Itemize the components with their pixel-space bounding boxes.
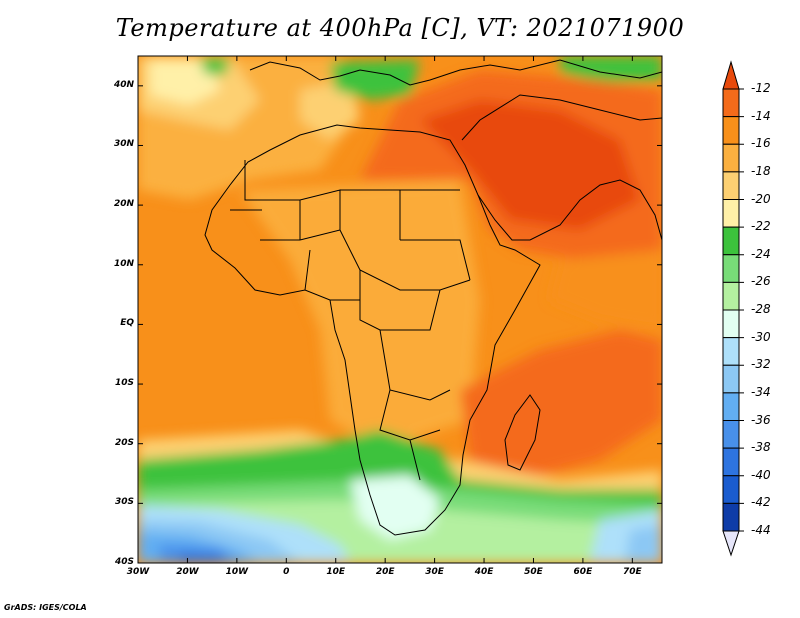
colorbar-label: -16 (751, 136, 771, 151)
africa-coastline (204, 124, 541, 536)
colorbar-label: -36 (751, 412, 771, 427)
colorbar-label: -44 (751, 523, 771, 537)
colorbar-label: -32 (751, 357, 771, 372)
colorbar-label: -18 (751, 163, 771, 178)
colorbar-bin (722, 116, 740, 145)
coastlines (204, 59, 662, 536)
colorbar-label: -40 (751, 467, 771, 482)
colorbar-label: -24 (751, 246, 771, 261)
lat-tick-label: 20N (113, 199, 134, 210)
lon-tick-label: 50E (524, 567, 543, 577)
colorbar-label: -30 (751, 329, 771, 344)
colorbar (722, 60, 744, 557)
lat-tick-label: 30N (113, 139, 134, 150)
lat-tick-label: 10N (113, 258, 134, 269)
colorbar-bin (722, 420, 740, 449)
arabia-coastline (461, 94, 662, 241)
colorbar-bin (722, 337, 740, 366)
lon-tick-label: 10E (326, 567, 346, 577)
plot-frame (137, 55, 663, 564)
colorbar-bin (722, 254, 740, 283)
europe-coastline (249, 59, 662, 86)
lon-tick-label: 0 (283, 567, 290, 577)
colorbar-label: -14 (751, 108, 771, 123)
colorbar-bin (722, 364, 740, 394)
lon-tick-label: 30W (126, 567, 150, 577)
colorbar-bin (722, 392, 740, 421)
lat-tick-label: 40S (114, 557, 134, 567)
colorbar-bin (722, 171, 740, 200)
lon-tick-label: 70E (622, 567, 642, 577)
lat-tick-label: 20S (114, 437, 134, 448)
colorbar-bin (722, 447, 740, 477)
tick-marks (137, 56, 662, 564)
colorbar-bin (722, 199, 740, 228)
temperature-field (138, 56, 662, 563)
colorbar-label: -22 (751, 219, 771, 234)
lon-tick-label: 20W (176, 567, 199, 577)
chart-title: Temperature at 400hPa [C], VT: 202107190… (115, 14, 685, 42)
colorbar-bin (722, 226, 740, 256)
country-borders (230, 160, 471, 481)
colorbar-label: -26 (751, 274, 771, 289)
colorbar-label: -38 (751, 440, 771, 455)
lat-tick-label: 10S (114, 378, 134, 389)
lon-tick-label: 20E (375, 567, 395, 577)
colorbar-label: -20 (751, 191, 771, 206)
lat-tick-label: EQ (120, 318, 134, 329)
credit-text: GrADS: IGES/COLA (4, 603, 87, 612)
lat-tick-label: 40N (113, 79, 134, 90)
colorbar-upper-arrow (722, 60, 740, 90)
colorbar-bin (722, 281, 740, 311)
colorbar-bin (722, 309, 740, 339)
lat-tick-label: 30S (114, 497, 134, 508)
lon-tick-label: 10W (225, 567, 249, 577)
colorbar-bin (722, 143, 740, 173)
colorbar-bin (722, 502, 740, 532)
colorbar-bin (722, 475, 740, 504)
madagascar-coastline (504, 394, 541, 471)
colorbar-label: -42 (751, 495, 771, 510)
lon-tick-label: 40E (474, 567, 494, 577)
colorbar-label: -28 (751, 302, 771, 316)
colorbar-lower-arrow (722, 530, 740, 557)
colorbar-label: -34 (751, 384, 771, 399)
colorbar-label: -12 (751, 81, 771, 95)
lon-tick-label: 30E (425, 567, 444, 577)
colorbar-bin (722, 88, 740, 118)
lon-tick-label: 60E (573, 567, 593, 577)
